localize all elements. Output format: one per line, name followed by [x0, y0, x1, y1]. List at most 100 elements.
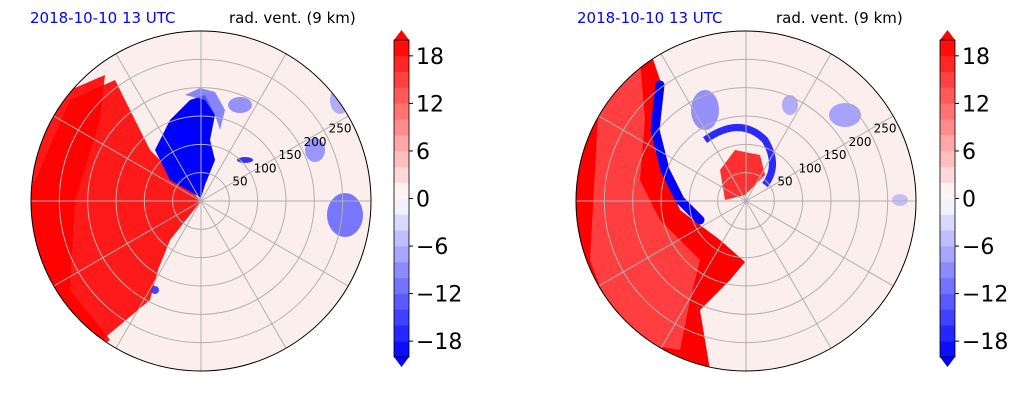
range-label: 250	[329, 121, 352, 135]
azimuth-spoke	[745, 115, 894, 202]
panel-left-negative-cell	[330, 86, 350, 114]
colorbar-bin	[394, 341, 409, 358]
range-label: 100	[254, 161, 277, 175]
colorbar-bin	[394, 71, 409, 88]
range-label: 50	[232, 175, 247, 189]
panel-left-boundary	[30, 30, 372, 372]
colorbar-bin	[394, 261, 409, 279]
azimuth-spoke	[745, 200, 832, 349]
panel-right-negative-ring	[702, 124, 776, 188]
colorbar-bin	[394, 55, 409, 72]
colorbar-bin	[940, 71, 955, 88]
azimuth-spoke	[200, 115, 349, 202]
panel-left-negative-fringe	[185, 88, 225, 130]
azimuth-spoke	[660, 53, 747, 202]
colorbar-tick-label: 6	[962, 140, 976, 165]
colorbar-right: 18 12 6 0 −6 −12 −18	[939, 30, 1008, 367]
panel-right-negative-arc	[650, 80, 705, 225]
colorbar-bin	[940, 87, 955, 104]
range-label: 150	[279, 148, 302, 162]
range-label: 150	[824, 148, 847, 162]
colorbar-tick-label: −18	[962, 330, 1008, 355]
colorbar-tick-label: −18	[416, 330, 462, 355]
colorbar-tick-label: −6	[416, 235, 448, 260]
panel-right-negative-cell	[691, 90, 719, 130]
colorbar-bin	[940, 150, 955, 168]
colorbar-bin	[394, 135, 409, 152]
colorbar-bin	[940, 198, 955, 215]
colorbar-bin	[394, 182, 409, 199]
colorbar-bin	[394, 40, 409, 57]
colorbar-bin	[394, 214, 409, 231]
panel-left-negative-cell	[305, 138, 325, 162]
colorbar-bin	[940, 135, 955, 152]
colorbar-extend-max	[394, 30, 409, 40]
colorbar-bin	[940, 261, 955, 279]
colorbar-bin	[394, 309, 409, 326]
colorbar-bin	[394, 198, 409, 215]
panel-right-field-title: rad. vent. (9 km)	[776, 9, 903, 27]
azimuth-spoke	[745, 53, 832, 202]
colorbar-extend-max	[940, 30, 955, 40]
colorbar-bin	[940, 309, 955, 326]
colorbar-bin	[394, 230, 409, 247]
colorbar-bin	[394, 166, 409, 183]
colorbar-bin	[394, 277, 409, 294]
colorbar-bin	[394, 87, 409, 104]
colorbar-tick-label: 12	[962, 92, 990, 117]
panel-left-field-title: rad. vent. (9 km)	[229, 9, 356, 27]
azimuth-spoke	[598, 115, 747, 202]
panel-left-negative-cell	[327, 193, 363, 237]
colorbar-bin	[394, 293, 409, 310]
colorbar-bin	[940, 277, 955, 294]
azimuth-spoke	[53, 115, 202, 202]
azimuth-spoke	[200, 200, 287, 349]
range-label: 100	[799, 161, 822, 175]
panel-left: 2018-10-10 13 UTC rad. vent. (9 km) 50 10…	[30, 9, 372, 372]
panel-right-negative-cell	[829, 103, 861, 127]
panel-left-negative-cell	[151, 286, 159, 294]
colorbar-bin	[394, 150, 409, 168]
azimuth-spoke	[53, 200, 202, 287]
panel-left-negative-cell	[228, 97, 252, 113]
azimuth-spoke	[660, 200, 747, 349]
colorbar-bin	[940, 40, 955, 57]
azimuth-spoke	[200, 53, 287, 202]
range-label: 250	[874, 121, 897, 135]
colorbar-tick-label: −12	[962, 283, 1008, 308]
colorbar-bin	[940, 55, 955, 72]
colorbar-bin	[940, 341, 955, 358]
colorbar-bin	[940, 214, 955, 231]
panel-right-map	[576, 31, 916, 371]
colorbar-tick-label: 0	[416, 188, 430, 213]
panel-right-positive-inner	[590, 60, 700, 350]
azimuth-spoke	[598, 200, 747, 287]
panel-right-negative-cell	[782, 95, 798, 115]
colorbar-left: 18 12 6 0 −6 −12 −18	[393, 30, 462, 367]
panel-right-grid	[576, 31, 916, 371]
colorbar-tick-label: 6	[416, 140, 430, 165]
azimuth-spoke	[115, 200, 202, 349]
panel-left-date-title: 2018-10-10 13 UTC	[30, 9, 176, 27]
colorbar-tick-label: 18	[962, 45, 990, 70]
panel-right-date-title: 2018-10-10 13 UTC	[577, 9, 723, 27]
panel-left-grid	[31, 31, 371, 371]
panel-right-positive-core	[720, 150, 765, 200]
colorbar-tick-label: −12	[416, 283, 462, 308]
colorbar-bin	[940, 246, 955, 263]
colorbar-bin	[940, 293, 955, 310]
colorbar-bin	[394, 119, 409, 136]
colorbar-bin	[394, 103, 409, 120]
panel-right: 2018-10-10 13 UTC rad. vent. (9 km) 50 10…	[575, 9, 917, 372]
panel-left-map	[31, 31, 371, 371]
azimuth-spoke	[115, 53, 202, 202]
colorbar-bin	[940, 166, 955, 183]
colorbar-tick-label: 12	[416, 92, 444, 117]
panel-right-negative-cell	[892, 194, 908, 206]
colorbar-tick-label: 18	[416, 45, 444, 70]
panel-right-boundary	[575, 30, 917, 372]
colorbar-bin	[394, 246, 409, 263]
